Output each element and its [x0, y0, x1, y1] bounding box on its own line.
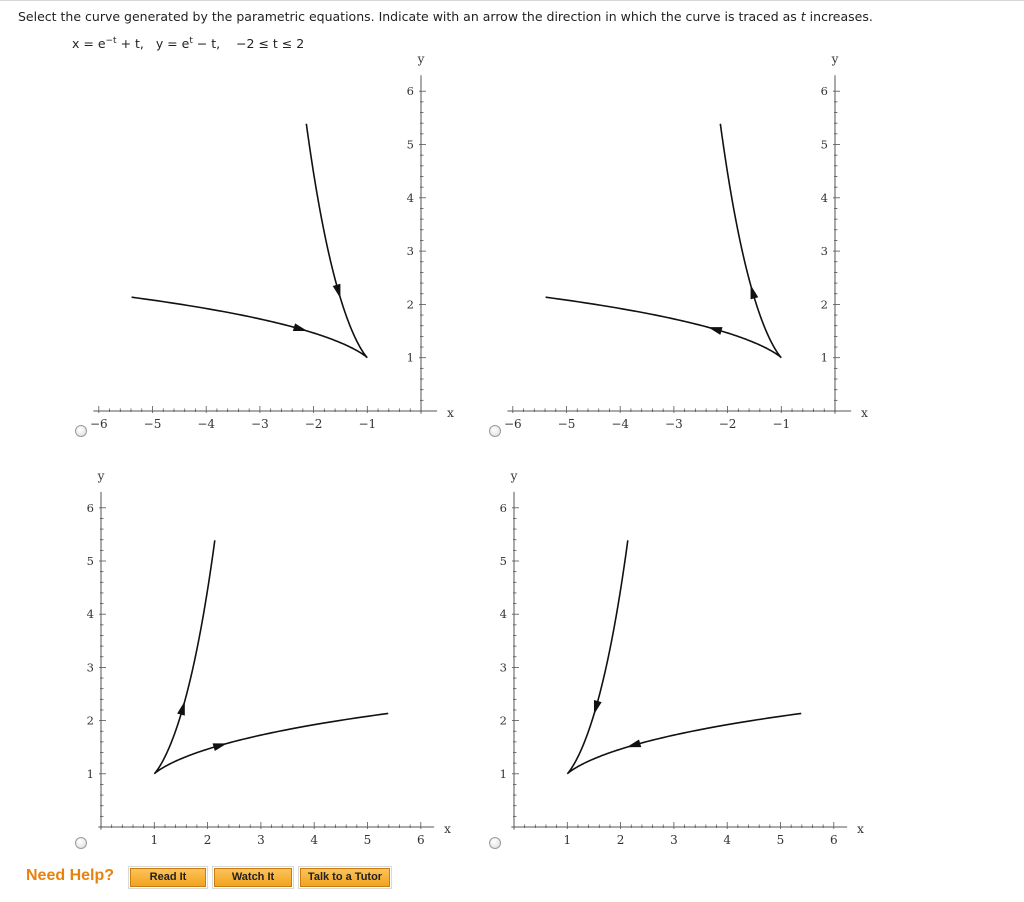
y-tick-label: 3 [407, 244, 414, 258]
x-tick-label: −2 [719, 417, 737, 431]
x-tick-label: 1 [150, 833, 158, 847]
x-tick-label: 2 [617, 833, 625, 847]
x-equation: x = e−t + t, [72, 36, 144, 52]
x-axis-label: x [444, 822, 451, 836]
y-axis-label: y [831, 52, 839, 66]
x-tick-label: 1 [563, 833, 571, 847]
graph-c-plot: 1 2 3 4 5 6 1 2 3 4 5 6 x y [87, 469, 451, 847]
top-divider [0, 0, 1024, 1]
y-tick-label: 4 [407, 191, 414, 205]
x-tick-label: −5 [558, 417, 576, 431]
direction-arrow-icon [332, 283, 341, 299]
x-tick-label: 4 [723, 833, 731, 847]
direction-arrow-icon [212, 743, 228, 752]
x-tick-label: −3 [665, 417, 683, 431]
parametric-curve [131, 123, 368, 359]
x-axis-label: x [861, 406, 868, 420]
y-tick-label: 6 [821, 84, 828, 98]
question-text: Select the curve generated by the parame… [18, 9, 873, 24]
y-tick-label: 1 [87, 767, 94, 781]
t-range: −2 ≤ t ≤ 2 [236, 36, 305, 52]
y-tick-label: 2 [407, 297, 414, 311]
x-tick-label: 2 [204, 833, 212, 847]
direction-arrow-icon [707, 327, 723, 335]
y-tick-label: 6 [407, 84, 414, 98]
y-tick-label: 6 [87, 501, 94, 515]
y-axis-label: y [97, 469, 105, 483]
direction-arrow-icon [750, 284, 759, 300]
y-tick-label: 5 [87, 554, 94, 568]
direction-arrow-icon [626, 739, 642, 748]
y-tick-label: 1 [500, 767, 507, 781]
radio-option-c[interactable] [75, 837, 87, 849]
parametric-curve [566, 540, 802, 775]
radio-option-b[interactable] [489, 425, 501, 437]
y-tick-label: 5 [407, 138, 414, 152]
graph-a-plot: −6 −5 −4 −3 −2 −1 1 2 3 4 5 6 x y [90, 52, 454, 431]
question-text-before: Select the curve generated by the parame… [18, 9, 801, 24]
graph-d-plot: 1 2 3 4 5 6 1 2 3 4 5 6 x y [500, 469, 864, 847]
x-tick-label: −6 [90, 417, 108, 431]
x-tick-label: −3 [251, 417, 269, 431]
x-tick-label: 3 [670, 833, 678, 847]
direction-arrow-icon [177, 701, 185, 716]
parametric-curve [545, 123, 782, 359]
x-tick-label: −2 [305, 417, 323, 431]
y-tick-label: 1 [407, 351, 414, 365]
y-tick-label: 6 [500, 501, 507, 515]
y-tick-label: 2 [500, 714, 507, 728]
x-tick-label: 5 [364, 833, 372, 847]
read-it-button[interactable]: Read It [128, 866, 208, 889]
x-axis-label: x [447, 406, 454, 420]
x-tick-label: −4 [611, 417, 629, 431]
y-tick-label: 4 [500, 607, 507, 621]
y-tick-label: 5 [821, 138, 828, 152]
x-tick-label: 3 [257, 833, 265, 847]
x-tick-label: 5 [777, 833, 785, 847]
y-tick-label: 2 [87, 714, 94, 728]
y-tick-label: 4 [87, 607, 94, 621]
x-tick-label: −1 [358, 417, 376, 431]
y-tick-label: 3 [87, 660, 94, 674]
watch-it-button[interactable]: Watch It [212, 866, 294, 889]
parametric-equations: x = e−t + t, y = et − t, −2 ≤ t ≤ 2 [72, 36, 304, 51]
direction-arrow-icon [593, 699, 602, 715]
x-tick-label: −1 [772, 417, 790, 431]
x-tick-label: 6 [417, 833, 425, 847]
y-tick-label: 3 [821, 244, 828, 258]
y-tick-label: 5 [500, 554, 507, 568]
x-tick-label: 4 [310, 833, 318, 847]
direction-arrow-icon [292, 323, 308, 332]
x-tick-label: −4 [197, 417, 215, 431]
y-tick-label: 2 [821, 297, 828, 311]
x-axis-label: x [857, 822, 864, 836]
question-t-variable: t [800, 9, 806, 24]
y-tick-label: 1 [821, 351, 828, 365]
parametric-curve [153, 540, 389, 775]
need-help-label: Need Help? [26, 867, 115, 884]
x-tick-label: −5 [144, 417, 162, 431]
talk-to-tutor-button[interactable]: Talk to a Tutor [298, 866, 392, 889]
y-equation: y = et − t, [155, 36, 221, 52]
x-tick-label: −6 [504, 417, 522, 431]
y-tick-label: 4 [821, 191, 828, 205]
question-text-after: increases. [805, 9, 873, 24]
y-tick-label: 3 [500, 660, 507, 674]
radio-option-d[interactable] [489, 837, 501, 849]
radio-option-a[interactable] [75, 425, 87, 437]
y-axis-label: y [417, 52, 425, 66]
graph-b-plot: −6 −5 −4 −3 −2 −1 1 2 3 4 5 6 x y [504, 52, 868, 431]
y-axis-label: y [510, 469, 518, 483]
x-tick-label: 6 [830, 833, 838, 847]
